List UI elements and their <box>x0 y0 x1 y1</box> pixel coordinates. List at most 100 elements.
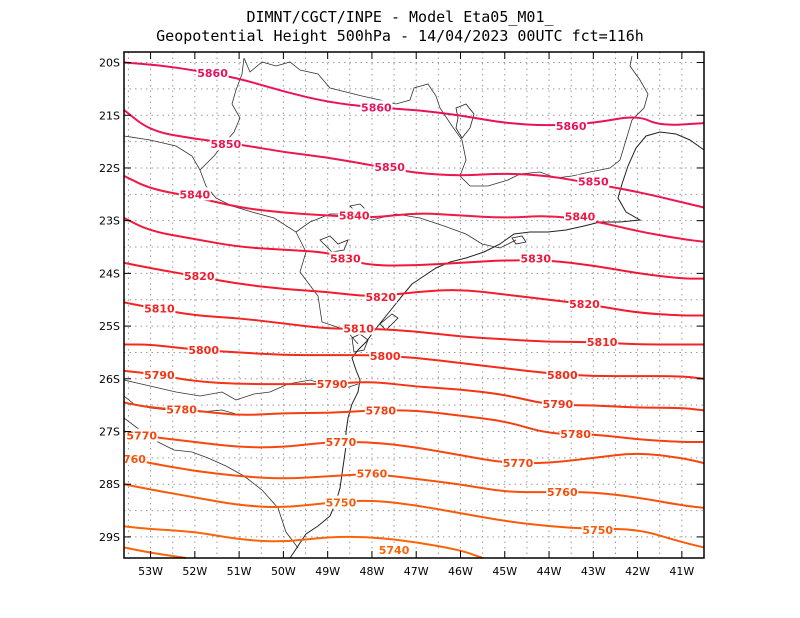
contour-label-bg <box>360 100 393 114</box>
lat-tick-label: 24S <box>99 267 120 280</box>
contour-label-bg <box>329 251 362 265</box>
contour-line-5840 <box>123 174 705 243</box>
contour-line-5770 <box>123 430 705 465</box>
contour-label: 5790 <box>543 398 574 411</box>
lon-tick-label: 42W <box>625 565 650 578</box>
contour-line-5780 <box>123 401 704 444</box>
contour-label: 5830 <box>520 253 551 266</box>
contour-label: 5850 <box>374 161 405 174</box>
contour-label: 5850 <box>578 176 609 189</box>
island <box>511 235 527 245</box>
contour-label: 5860 <box>197 67 228 80</box>
lat-tick-label: 29S <box>99 531 120 544</box>
coastline <box>289 131 705 559</box>
contour-label-bg <box>125 428 158 442</box>
lon-tick-label: 44W <box>537 565 562 578</box>
contour-label: 5760 <box>547 486 578 499</box>
contour-label-bg <box>555 118 588 132</box>
contour-label-bg <box>586 334 619 348</box>
contour-label-bg <box>338 208 371 222</box>
contour-label-bg <box>568 296 601 310</box>
contour-label: 5810 <box>144 303 175 316</box>
contour-label: 5790 <box>317 378 348 391</box>
contour-label: 5780 <box>560 428 591 441</box>
contour-label-bg <box>559 427 592 441</box>
contour-label: 5800 <box>370 350 401 363</box>
contour-label-bg <box>581 523 614 537</box>
contour-labels: 5860 5860 5860 5850 5850 5850 5840 5840 5840 5830… <box>114 66 619 557</box>
contour-label: 5790 <box>144 369 175 382</box>
contour-label-bg <box>196 66 229 80</box>
contour-label-bg <box>541 397 574 411</box>
contour-line-5740 <box>123 546 187 559</box>
contour-line-5830 <box>123 217 704 280</box>
coastline-and-borders <box>123 55 705 559</box>
lon-tick-label: 41W <box>669 565 694 578</box>
lon-tick-label: 49W <box>315 565 340 578</box>
contour-label-bg <box>183 269 216 283</box>
contour-label: 5750 <box>582 524 613 537</box>
contour-label: 5770 <box>126 430 157 443</box>
lat-tick-label: 22S <box>99 162 120 175</box>
bay <box>319 235 349 253</box>
contour-line-5820 <box>123 261 704 317</box>
contour-label: 5820 <box>184 270 215 283</box>
contour-label: 5840 <box>339 209 370 222</box>
contour-label: 5740 <box>379 544 410 557</box>
contour-label-bg <box>502 456 535 470</box>
contour-label: 5810 <box>587 336 618 349</box>
contour-label: 5860 <box>361 101 392 114</box>
chart-title-line2: Geopotential Height 500hPa - 14/04/2023 … <box>156 27 644 45</box>
lon-tick-label: 43W <box>581 565 606 578</box>
contour-label-bg <box>209 137 242 151</box>
contour-line-5750 <box>123 483 705 549</box>
contour-line-5760 <box>123 456 705 509</box>
lon-tick-label: 46W <box>448 565 473 578</box>
lat-tick-label: 26S <box>99 373 120 386</box>
lon-tick-label: 45W <box>492 565 517 578</box>
state-border <box>295 213 517 249</box>
lon-tick-label: 50W <box>271 565 296 578</box>
lat-tick-label: 25S <box>99 320 120 333</box>
contour-label-bg <box>165 402 198 416</box>
lat-tick-label: 23S <box>99 215 120 228</box>
lat-lon-grid <box>124 52 705 558</box>
contour-label: 5820 <box>569 298 600 311</box>
axes: 20S 21S 22S 23S 24S 25S 26S 27S 28S 29S 53W 52W 51W 5… <box>0 52 704 578</box>
lon-tick-label: 51W <box>227 565 252 578</box>
contour-label-bg <box>577 174 610 188</box>
lon-tick-label: 48W <box>360 565 385 578</box>
chart-title-line1: DIMNT/CGCT/INPE - Model Eta05_M01_ <box>246 8 554 26</box>
contour-label-bg <box>324 495 357 509</box>
contour-label-bg <box>187 342 220 356</box>
contour-label-bg <box>364 403 397 417</box>
contour-label: 5820 <box>365 291 396 304</box>
lat-tick-label: 28S <box>99 478 120 491</box>
state-border <box>243 55 649 187</box>
contour-label-bg <box>364 290 397 304</box>
contour-label: 5770 <box>503 457 534 470</box>
contour-label-bg <box>355 466 388 480</box>
contour-label: 5840 <box>565 210 596 223</box>
lat-tick-label: 21S <box>99 109 120 122</box>
contour-label-bg <box>546 368 579 382</box>
contour-label-bg <box>342 321 375 335</box>
lon-tick-label: 52W <box>182 565 207 578</box>
contour-label-bg <box>519 251 552 265</box>
geopotential-contours <box>123 61 705 559</box>
contour-label-bg <box>546 485 579 499</box>
contour-line-5790 <box>123 369 705 412</box>
lon-tick-label: 47W <box>404 565 429 578</box>
lon-tick-label: 53W <box>138 565 163 578</box>
contour-label: 5860 <box>556 120 587 133</box>
contour-label: 5800 <box>547 369 578 382</box>
contour-label: 5760 <box>115 453 146 466</box>
contour-label: 5840 <box>180 188 211 201</box>
contour-label: 5770 <box>326 436 357 449</box>
contour-label: 5830 <box>330 253 361 266</box>
contour-label-bg <box>564 209 597 223</box>
contour-label-bg <box>178 187 211 201</box>
lat-tick-label: 20S <box>99 57 120 70</box>
contour-label: 5810 <box>343 323 374 336</box>
